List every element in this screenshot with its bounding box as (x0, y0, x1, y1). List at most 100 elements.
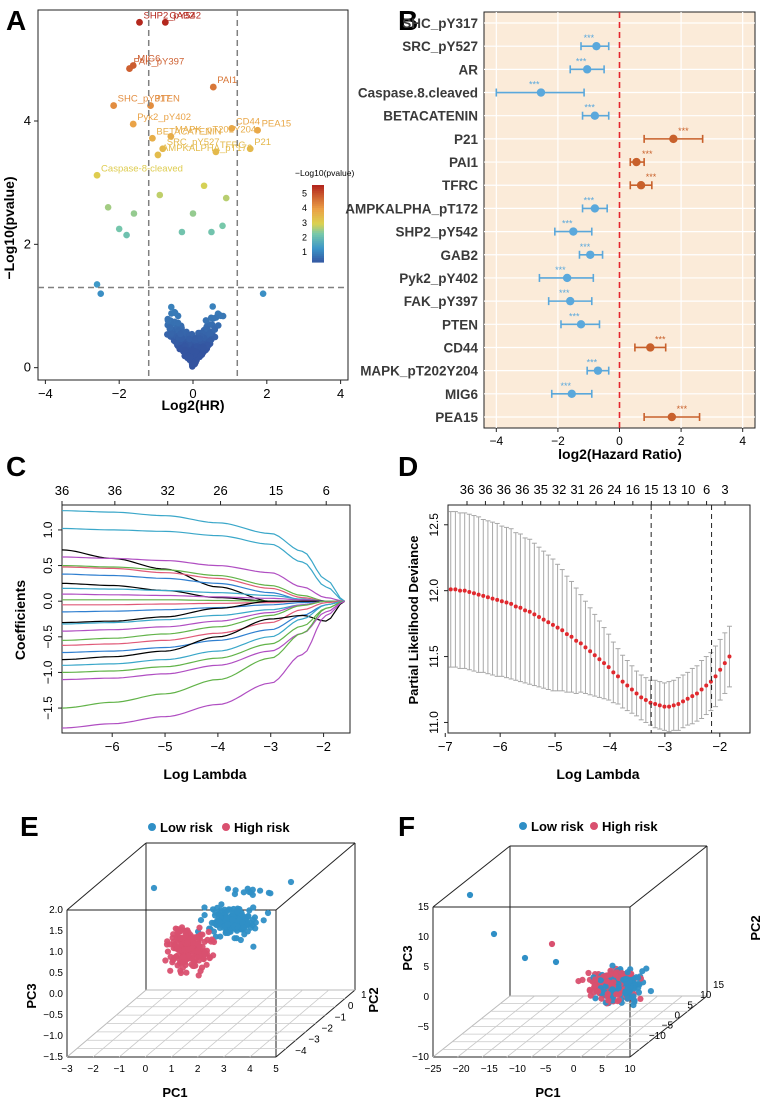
volcano-point (97, 290, 105, 297)
pca-point (200, 955, 207, 963)
pca-point (174, 930, 181, 937)
z-tick-label: 10 (700, 990, 712, 1001)
volcano-point (205, 341, 212, 349)
forest-significance: *** (559, 288, 570, 298)
pca-point (466, 891, 474, 899)
colorbar-segment (312, 258, 324, 261)
pca-point (552, 958, 560, 966)
panel-c-lasso-paths: −6 −5 −4 −3 −2 −1.5 −1.0 −0.5 0.0 0.5 1.0 36 36 32 26 1… (12, 483, 351, 782)
z-tick-label: −2 (322, 1024, 334, 1035)
colorbar-segment (312, 244, 324, 248)
z-tick-label: 1 (361, 990, 367, 1001)
panel-d-xlabel: Log Lambda (556, 766, 639, 782)
panel-e-points (150, 878, 295, 979)
volcano-point (177, 330, 184, 338)
pca-point (609, 986, 616, 993)
pca-point (217, 933, 224, 940)
y-tick-label: −10 (412, 1052, 429, 1063)
top-tick-label: 10 (681, 482, 695, 497)
deviance-point (602, 661, 607, 666)
deviance-point (681, 699, 686, 704)
coefficient-path (62, 593, 345, 602)
deviance-point (564, 632, 569, 637)
pca-point (231, 935, 238, 942)
volcano-point (178, 228, 186, 236)
x-tick-label: −4 (489, 434, 503, 448)
colorbar-segment (312, 227, 324, 230)
deviance-point (574, 638, 579, 643)
volcano-point (208, 228, 215, 236)
forest-estimate-point (667, 412, 677, 422)
panel-b-rows: SHC_pY317 SRC_pY527 *** AR *** Caspase.8.clea… (345, 16, 704, 425)
panel-c-xlabel: Log Lambda (163, 766, 246, 782)
deviance-point (471, 591, 476, 596)
panel-e-zlabel: PC2 (366, 987, 381, 1012)
forest-row-label: CD44 (443, 340, 478, 355)
y-tick-label: −1.5 (43, 1052, 63, 1063)
volcano-point (187, 353, 194, 361)
panel-f-xlabel: PC1 (535, 1085, 560, 1100)
floor-grid-line (197, 989, 277, 1058)
pca-point (579, 976, 586, 984)
x-tick-label: −10 (509, 1064, 526, 1075)
pca-point (180, 953, 187, 961)
deviance-point (592, 653, 597, 658)
pca-point (214, 904, 221, 912)
pca-point (239, 919, 246, 927)
x-tick-label: 2 (263, 386, 270, 401)
pca-point (196, 933, 203, 941)
forest-row-label: PAI1 (449, 155, 479, 170)
forest-estimate-point (590, 111, 600, 120)
coefficient-path (62, 566, 345, 602)
volcano-labeled-point (110, 102, 118, 109)
volcano-labeled-point (167, 133, 175, 140)
forest-significance: *** (587, 358, 598, 368)
forest-estimate-point (586, 250, 595, 259)
volcano-point (156, 191, 164, 199)
x-tick-label: 10 (624, 1064, 636, 1075)
y-tick-label: 12.5 (427, 513, 441, 537)
pca-point (634, 974, 642, 982)
pca-point (624, 984, 631, 991)
panel-e-ticks: −3 −2 −1 0 1 2 3 4 5−1.5−1.0−0.50.00.51.01.52.01… (43, 905, 367, 1075)
volcano-point-label: SRC_pY527 (167, 137, 220, 148)
panel-c-ticks: −6 −5 −4 −3 −2 −1.5 −1.0 −0.5 0.0 0.5 1.0 36 36 32 26 1… (41, 483, 331, 754)
x-tick-label: −15 (481, 1064, 498, 1075)
pca-point (215, 917, 222, 924)
deviance-point (569, 634, 574, 639)
pca-point (249, 922, 256, 929)
x-tick-label: −4 (210, 739, 225, 754)
forest-row-label: P21 (454, 132, 479, 147)
forest-row-label: GAB2 (440, 248, 478, 263)
top-tick-label: 13 (662, 482, 676, 497)
pca-point (210, 938, 218, 946)
volcano-point (93, 281, 101, 288)
deviance-point (643, 698, 648, 703)
y-tick-label: 12.0 (427, 579, 441, 603)
volcano-point-label: SHP2_pY542 (143, 10, 201, 21)
deviance-point (634, 691, 639, 696)
top-tick-label: 31 (570, 482, 584, 497)
x-tick-label: −20 (453, 1064, 470, 1075)
forest-significance: *** (584, 103, 595, 113)
panel-label-a: A (6, 5, 26, 36)
top-tick-label: 35 (533, 482, 547, 497)
colorbar-segment (312, 204, 324, 207)
deviance-point (485, 595, 490, 600)
pca-point (194, 948, 201, 955)
deviance-point (555, 625, 560, 630)
y-tick-label: 10 (418, 932, 430, 943)
forest-estimate-point (590, 204, 600, 213)
deviance-point (606, 665, 611, 670)
volcano-labeled-point (254, 126, 261, 134)
y-tick-label: 2.0 (49, 905, 63, 916)
volcano-point-label: SHC_pY317 (118, 94, 171, 105)
pca-point (264, 909, 272, 917)
pca-point (615, 984, 622, 992)
deviance-point (690, 694, 695, 699)
colorbar-tick-label: 1 (302, 247, 307, 257)
volcano-point-label: TFRC (220, 140, 245, 151)
colorbar-segment (312, 250, 324, 253)
forest-significance: *** (562, 219, 573, 229)
z-tick-label: −1 (335, 1012, 347, 1023)
